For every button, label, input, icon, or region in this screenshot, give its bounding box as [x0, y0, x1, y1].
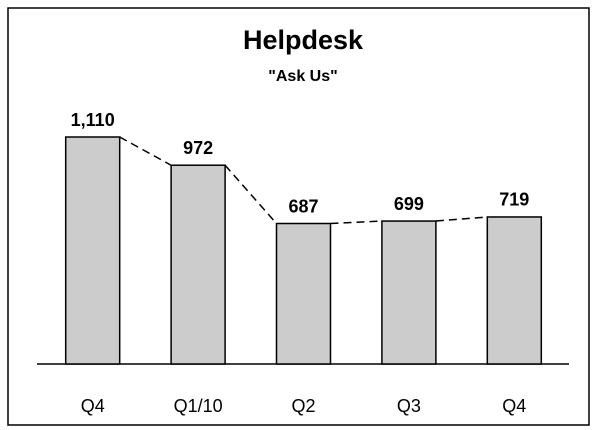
- chart-subtitle: "Ask Us": [268, 68, 337, 85]
- x-tick-label: Q1/10: [174, 396, 223, 416]
- data-label: 719: [499, 190, 529, 210]
- x-tick-label: Q4: [502, 396, 526, 416]
- data-label: 972: [183, 138, 213, 158]
- bar: [170, 164, 226, 365]
- bar: [381, 220, 437, 365]
- bar: [275, 222, 332, 365]
- x-tick-label: Q4: [81, 396, 105, 416]
- data-label: 699: [394, 194, 424, 214]
- bar: [486, 216, 543, 365]
- bar: [64, 136, 121, 365]
- connector-line: [330, 220, 382, 225]
- connector-line: [119, 136, 172, 166]
- chart-title: Helpdesk: [243, 25, 364, 55]
- x-tick-label: Q2: [291, 396, 315, 416]
- x-tick-label: Q3: [397, 396, 421, 416]
- data-label: 1,110: [71, 110, 115, 130]
- data-label: 687: [288, 196, 318, 216]
- connector-line: [435, 216, 488, 222]
